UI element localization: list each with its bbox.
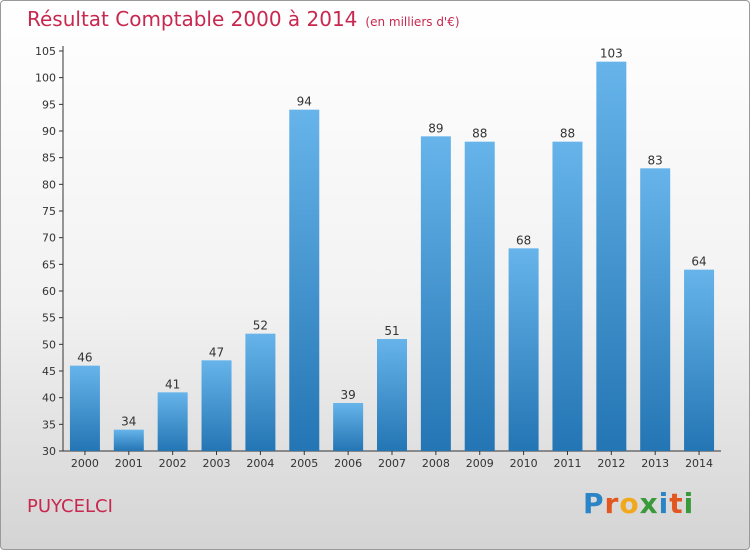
x-tick-label: 2013 [641, 457, 669, 470]
y-tick-label: 35 [42, 418, 56, 431]
data-label: 64 [691, 255, 706, 269]
bar [201, 360, 232, 451]
y-tick-label: 70 [42, 232, 56, 245]
y-tick-label: 105 [35, 45, 56, 58]
chart-title-text: Résultat Comptable 2000 à 2014 [27, 7, 358, 31]
logo-letter: r [604, 487, 620, 520]
y-tick-label: 30 [42, 445, 56, 458]
y-tick-label: 80 [42, 178, 56, 191]
bar [333, 403, 364, 451]
logo-letter: i [658, 487, 670, 520]
bar [377, 339, 407, 451]
bar-series [69, 61, 715, 452]
bar [245, 333, 276, 451]
data-label: 47 [209, 345, 224, 359]
data-label: 94 [297, 95, 312, 109]
bar [464, 141, 495, 451]
bar [508, 248, 539, 451]
data-label: 103 [600, 47, 623, 61]
x-tick-label: 2012 [597, 457, 625, 470]
chart-axes: 30 35 40 45 50 55 60 65 70 75 80 85 90 95 100 105 2000 20… [35, 45, 721, 470]
data-label: 88 [472, 127, 487, 141]
x-tick-label: 2001 [115, 457, 143, 470]
x-tick-label: 2006 [334, 457, 362, 470]
bar [113, 429, 144, 451]
data-label: 88 [560, 127, 575, 141]
proxiti-logo: Proxiti [583, 487, 694, 520]
x-tick-label: 2000 [71, 457, 99, 470]
data-label: 52 [253, 319, 268, 333]
bar [552, 141, 583, 451]
x-tick-label: 2002 [159, 457, 187, 470]
bar [596, 61, 627, 452]
data-label: 46 [77, 351, 92, 365]
y-tick-label: 65 [42, 258, 56, 271]
data-label: 41 [165, 377, 180, 391]
bar [420, 136, 451, 452]
data-label: 89 [428, 121, 443, 135]
x-tick-label: 2009 [466, 457, 494, 470]
data-label: 83 [648, 153, 663, 167]
x-tick-label: 2007 [378, 457, 406, 470]
bar [157, 392, 188, 451]
y-tick-label: 55 [42, 312, 56, 325]
x-tick-label: 2014 [685, 457, 713, 470]
x-tick-label: 2008 [422, 457, 450, 470]
y-tick-label: 50 [42, 338, 56, 351]
data-label: 39 [340, 388, 355, 402]
x-tick-label: 2005 [290, 457, 318, 470]
bar [69, 365, 100, 451]
commune-name: PUYCELCI [27, 496, 113, 517]
logo-letter: t [669, 487, 684, 520]
logo-letter: i [683, 487, 695, 520]
chart-subtitle: (en milliers d'€) [365, 15, 460, 29]
data-label: 34 [121, 415, 136, 429]
data-label: 51 [384, 324, 399, 338]
y-tick-label: 100 [35, 72, 56, 85]
chart-title: Résultat Comptable 2000 à 2014 (en millie… [27, 7, 460, 31]
y-tick-label: 90 [42, 125, 56, 138]
y-tick-label: 45 [42, 365, 56, 378]
x-tick-label: 2004 [246, 457, 274, 470]
logo-letter: P [583, 487, 605, 520]
logo-letter: x [639, 487, 659, 520]
logo-letter: o [619, 487, 640, 520]
x-tick-label: 2011 [553, 457, 581, 470]
data-label: 68 [516, 233, 531, 247]
y-tick-label: 85 [42, 152, 56, 165]
bar-chart: 30 35 40 45 50 55 60 65 70 75 80 85 90 95 100 105 2000 20… [35, 45, 721, 470]
data-labels: 46 34 41 47 52 94 39 51 89 88 68 88 103 83 64 [77, 47, 706, 429]
bar [289, 109, 320, 452]
bar [640, 168, 671, 452]
y-tick-label: 40 [42, 392, 56, 405]
x-tick-label: 2010 [510, 457, 538, 470]
y-tick-label: 75 [42, 205, 56, 218]
bar [684, 269, 715, 451]
y-tick-label: 95 [42, 98, 56, 111]
x-tick-label: 2003 [203, 457, 231, 470]
y-tick-label: 60 [42, 285, 56, 298]
